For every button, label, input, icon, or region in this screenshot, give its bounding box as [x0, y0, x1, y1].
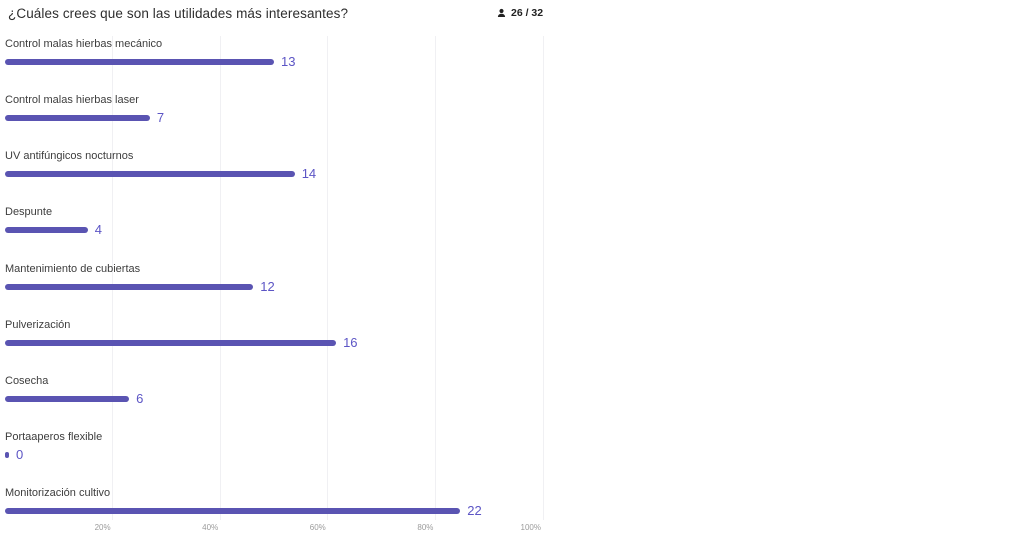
- bar-value: 7: [156, 110, 165, 126]
- bar: [5, 283, 254, 290]
- bar-label: Despunte: [5, 206, 53, 219]
- bar-label: UV antifúngicos nocturnos: [5, 150, 134, 163]
- axis-tick-label: 80%: [417, 523, 434, 532]
- gridline: [112, 36, 114, 520]
- bar-value: 4: [94, 222, 102, 238]
- gridline: [219, 36, 221, 520]
- bar-value: 13: [281, 54, 296, 69]
- bar-value: 22: [467, 503, 482, 518]
- bar: [5, 339, 337, 346]
- bar: [5, 395, 130, 402]
- bar: [5, 451, 9, 458]
- bar-label: Monitorización cultivo: [5, 487, 111, 499]
- axis-tick-label: 20%: [94, 523, 111, 532]
- axis-tick-label: 100%: [520, 523, 541, 532]
- respondent-counter: 26 / 32: [496, 7, 543, 19]
- question-title: ¿Cuáles crees que son las utilidades más…: [8, 6, 349, 21]
- bar-value: 0: [16, 446, 24, 462]
- axis-tick-label: 40%: [202, 523, 219, 532]
- gridline: [542, 36, 544, 520]
- bar: [5, 115, 150, 122]
- bar-label: Control malas hierbas mecánico: [5, 38, 163, 50]
- axis-tick-label: 60%: [309, 523, 326, 532]
- bar-value: 14: [301, 166, 317, 182]
- bar-label: Pulverización: [5, 318, 71, 331]
- bar-value: 6: [136, 390, 144, 406]
- bar-value: 16: [343, 334, 358, 350]
- person-icon: [497, 8, 506, 17]
- gridline: [434, 36, 436, 520]
- gridline: [327, 36, 329, 520]
- bar-value: 12: [260, 278, 275, 294]
- bar-chart: Control malas hierbas mecánico 13 Control …: [5, 0, 544, 545]
- bar-label: Portaaperos flexible: [5, 430, 103, 443]
- bar: [5, 508, 461, 514]
- respondent-count: 26 / 32: [511, 7, 544, 19]
- bar: [5, 227, 88, 234]
- bar-label: Cosecha: [5, 374, 49, 387]
- bar: [5, 59, 274, 65]
- bar-label: Mantenimiento de cubiertas: [5, 262, 141, 275]
- bar: [5, 171, 295, 178]
- bar-label: Control malas hierbas laser: [5, 94, 139, 107]
